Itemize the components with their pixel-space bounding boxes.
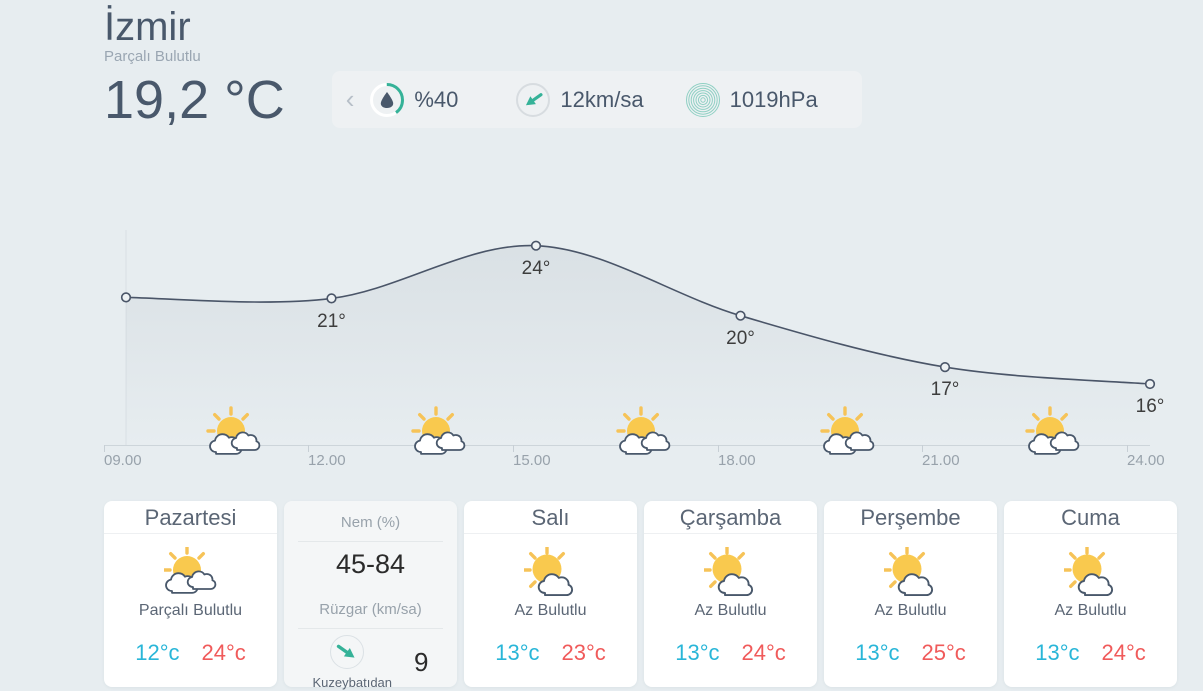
svg-text:20°: 20° [726, 328, 755, 349]
svg-text:21°: 21° [317, 311, 346, 332]
svg-text:24°: 24° [522, 258, 551, 279]
svg-text:17°: 17° [931, 379, 960, 400]
